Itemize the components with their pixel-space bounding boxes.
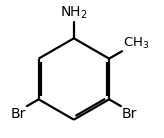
Text: NH$_2$: NH$_2$ — [60, 5, 88, 21]
Text: CH$_3$: CH$_3$ — [123, 35, 149, 51]
Text: Br: Br — [122, 107, 137, 121]
Text: Br: Br — [11, 107, 26, 121]
